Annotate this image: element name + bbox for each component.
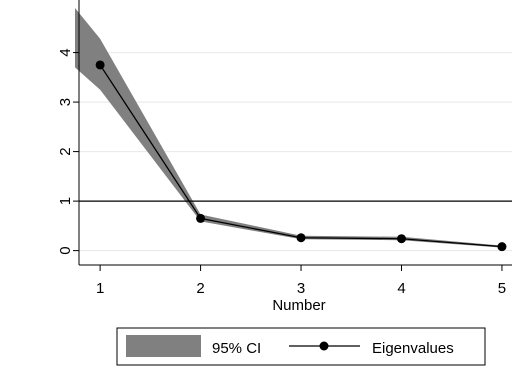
y-tick-label: 2 <box>57 147 74 155</box>
data-point <box>296 233 306 243</box>
data-point <box>95 60 105 70</box>
eigenvalue-series <box>95 60 507 252</box>
x-tick-label: 2 <box>196 280 204 297</box>
data-point <box>196 213 206 223</box>
data-point <box>396 234 406 244</box>
y-tick-label: 0 <box>57 246 74 254</box>
legend-swatch-marker <box>319 341 329 351</box>
y-tick-label: 4 <box>57 48 74 56</box>
data-point <box>497 242 507 252</box>
legend: 95% CI Eigenvalues <box>116 327 486 366</box>
x-tick-label: 1 <box>96 280 104 297</box>
y-tick-label: 3 <box>57 98 74 106</box>
legend-swatch-ci <box>126 335 201 357</box>
ci-band <box>75 8 502 248</box>
x-tick-label: 4 <box>397 280 405 297</box>
legend-label-eigenvalues: Eigenvalues <box>372 340 454 357</box>
axes: 0 1 2 3 4 1 2 3 4 5 <box>57 0 512 297</box>
x-tick-label: 3 <box>297 280 305 297</box>
x-axis-label: Number <box>272 297 325 314</box>
grid-lines <box>79 52 512 252</box>
legend-label-ci: 95% CI <box>212 340 261 357</box>
confidence-band-layer <box>75 8 502 248</box>
y-tick-label: 1 <box>57 197 74 205</box>
x-tick-label: 5 <box>498 280 506 297</box>
